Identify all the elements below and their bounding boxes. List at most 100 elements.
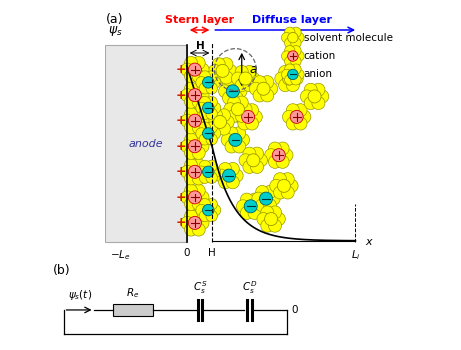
Circle shape <box>189 140 201 153</box>
Circle shape <box>202 128 214 139</box>
Text: $\psi_s(t)$: $\psi_s(t)$ <box>68 288 92 302</box>
Circle shape <box>210 122 223 135</box>
Circle shape <box>184 56 198 69</box>
Circle shape <box>184 82 198 95</box>
Circle shape <box>257 82 270 95</box>
Circle shape <box>234 110 247 124</box>
Circle shape <box>261 206 274 219</box>
Circle shape <box>260 192 272 205</box>
Circle shape <box>229 133 242 146</box>
Text: $L_i$: $L_i$ <box>350 248 361 262</box>
Circle shape <box>196 165 209 178</box>
Circle shape <box>236 133 249 146</box>
Circle shape <box>286 65 299 78</box>
Circle shape <box>217 109 230 122</box>
Circle shape <box>210 109 223 122</box>
Circle shape <box>249 82 262 95</box>
Text: $C_s^{S}$: $C_s^{S}$ <box>193 280 207 296</box>
Text: +: + <box>176 63 187 76</box>
Circle shape <box>184 197 198 210</box>
Circle shape <box>206 172 218 183</box>
Circle shape <box>219 176 232 189</box>
Circle shape <box>243 79 256 92</box>
Circle shape <box>202 204 214 216</box>
Circle shape <box>245 104 259 117</box>
Circle shape <box>230 169 243 182</box>
Text: Diffuse layer: Diffuse layer <box>252 15 331 26</box>
Circle shape <box>288 33 298 43</box>
Circle shape <box>184 70 198 83</box>
Circle shape <box>252 200 265 213</box>
Text: +: + <box>176 89 187 101</box>
Circle shape <box>286 117 299 130</box>
Circle shape <box>192 197 205 210</box>
FancyBboxPatch shape <box>112 304 153 316</box>
Circle shape <box>248 193 261 206</box>
Circle shape <box>283 110 296 124</box>
Circle shape <box>270 179 283 193</box>
Circle shape <box>291 27 301 37</box>
Circle shape <box>265 149 278 162</box>
Circle shape <box>181 114 194 127</box>
Circle shape <box>209 204 221 216</box>
Circle shape <box>189 114 201 127</box>
Circle shape <box>206 210 218 222</box>
Circle shape <box>184 210 198 223</box>
Circle shape <box>184 223 198 236</box>
Circle shape <box>209 77 221 88</box>
Circle shape <box>230 91 243 104</box>
Circle shape <box>196 204 207 216</box>
Circle shape <box>213 116 226 128</box>
Circle shape <box>233 127 246 140</box>
FancyBboxPatch shape <box>105 45 187 242</box>
Circle shape <box>291 56 301 66</box>
Circle shape <box>290 72 303 85</box>
Circle shape <box>199 172 211 183</box>
Circle shape <box>312 83 325 96</box>
Circle shape <box>196 77 207 88</box>
Circle shape <box>192 223 205 236</box>
Circle shape <box>206 83 218 94</box>
Circle shape <box>284 46 295 56</box>
Circle shape <box>192 95 205 108</box>
Circle shape <box>278 65 292 78</box>
Circle shape <box>181 140 194 153</box>
Circle shape <box>230 78 243 91</box>
Circle shape <box>238 104 251 117</box>
Circle shape <box>225 127 238 140</box>
Text: $R_e$: $R_e$ <box>126 287 139 301</box>
Circle shape <box>196 216 209 229</box>
Text: +: + <box>176 216 187 229</box>
Circle shape <box>268 206 282 219</box>
Circle shape <box>242 110 254 124</box>
Circle shape <box>298 110 311 124</box>
Circle shape <box>276 155 289 168</box>
Circle shape <box>192 133 205 146</box>
Circle shape <box>231 72 244 85</box>
Circle shape <box>239 103 252 116</box>
Circle shape <box>224 103 237 116</box>
Circle shape <box>281 186 294 199</box>
Circle shape <box>192 159 205 172</box>
Circle shape <box>268 142 282 155</box>
Circle shape <box>184 159 198 172</box>
Circle shape <box>223 78 236 91</box>
Circle shape <box>196 128 207 139</box>
Circle shape <box>228 109 241 122</box>
Text: $C_s^{D}$: $C_s^{D}$ <box>242 280 257 296</box>
Circle shape <box>189 216 201 229</box>
Circle shape <box>189 63 201 76</box>
Circle shape <box>184 146 198 159</box>
Circle shape <box>288 69 298 80</box>
Circle shape <box>196 63 209 76</box>
Circle shape <box>184 95 198 108</box>
Circle shape <box>268 219 282 232</box>
Circle shape <box>235 109 248 122</box>
Circle shape <box>226 176 239 189</box>
Circle shape <box>235 79 248 92</box>
Text: +: + <box>176 140 187 153</box>
Circle shape <box>281 173 294 186</box>
Circle shape <box>199 198 211 210</box>
Circle shape <box>240 206 254 219</box>
Circle shape <box>184 107 198 120</box>
